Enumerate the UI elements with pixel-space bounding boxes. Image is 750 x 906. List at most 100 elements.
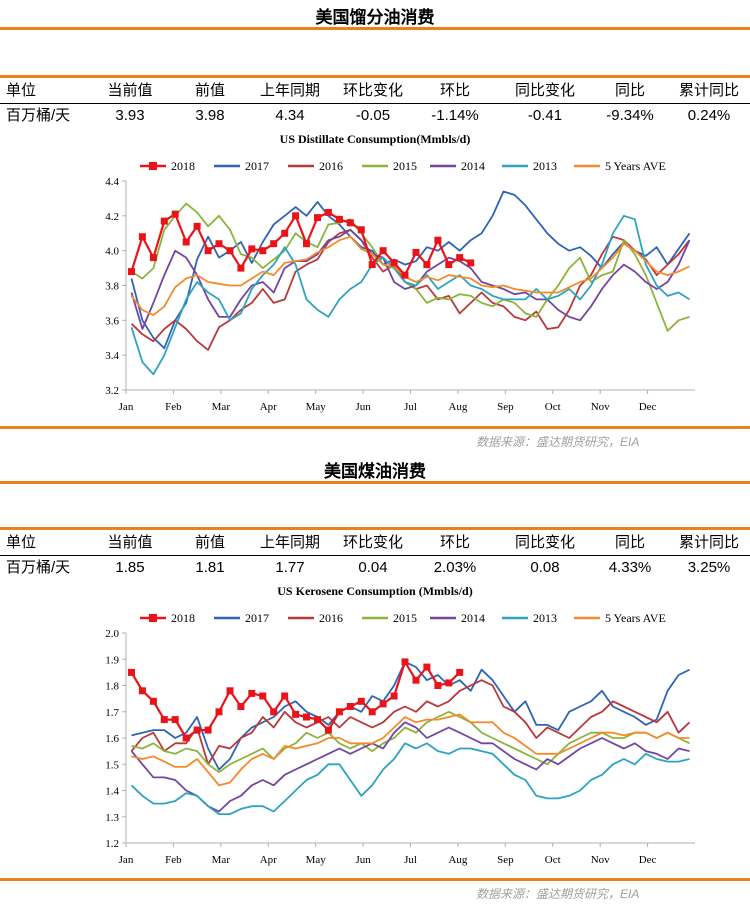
data-point xyxy=(160,716,168,724)
header-cell: 当前值 xyxy=(107,534,153,551)
x-tick-label: Oct xyxy=(545,401,561,413)
value-cell: -0.41 xyxy=(527,107,563,124)
value-cell: 3.98 xyxy=(195,107,225,124)
legend-entry: 2013 xyxy=(502,159,557,173)
series-line-5-years-ave xyxy=(131,713,690,787)
legend-label: 2014 xyxy=(461,611,485,625)
table-divider xyxy=(0,555,750,556)
data-point xyxy=(324,208,332,216)
y-tick-label: 1.9 xyxy=(105,654,119,666)
data-point xyxy=(128,668,135,676)
series-line-5-years-ave xyxy=(130,235,690,317)
header-cell: 环比变化 xyxy=(342,82,403,99)
data-point xyxy=(138,233,146,241)
header-cell: 环比 xyxy=(439,534,470,551)
legend-entry: 2015 xyxy=(362,159,417,173)
data-point xyxy=(149,697,157,705)
legend-entry: 2016 xyxy=(288,159,343,173)
header-cell: 同比 xyxy=(614,534,645,551)
data-point xyxy=(193,726,201,734)
legend-entry: 2014 xyxy=(430,611,485,625)
header-cell: 累计同比 xyxy=(678,534,739,551)
data-point xyxy=(445,261,453,269)
header-cell: 当前值 xyxy=(107,82,153,99)
data-point xyxy=(171,210,179,218)
legend-entry: 2018 xyxy=(140,611,195,625)
legend-label: 2016 xyxy=(319,159,343,173)
series-line-2016 xyxy=(130,679,691,766)
data-point xyxy=(368,708,376,716)
x-tick-label: Jan xyxy=(119,854,134,866)
header-cell: 前值 xyxy=(194,534,225,551)
legend-entry: 5 Years AVE xyxy=(574,159,666,173)
x-tick-label: Jun xyxy=(355,401,371,413)
legend-entry: 2017 xyxy=(214,611,269,625)
value-cell: 百万桶/天 xyxy=(6,559,71,576)
x-tick-label: Dec xyxy=(639,854,657,866)
legend-entry: 5 Years AVE xyxy=(574,611,666,625)
y-tick-label: 1.2 xyxy=(105,838,119,850)
data-point xyxy=(215,708,223,716)
header-cell: 上年同期 xyxy=(259,82,320,99)
divider xyxy=(0,27,750,30)
value-cell: 0.08 xyxy=(530,559,560,576)
data-point xyxy=(270,708,278,716)
x-tick-label: May xyxy=(306,401,327,413)
y-tick-label: 1.6 xyxy=(105,733,119,745)
legend-entry: 2014 xyxy=(430,159,485,173)
data-point xyxy=(314,716,321,724)
legend-label: 2016 xyxy=(319,611,343,625)
data-point xyxy=(226,687,234,695)
data-point xyxy=(401,658,409,666)
y-tick-label: 4.2 xyxy=(105,211,119,223)
x-tick-label: Feb xyxy=(165,401,182,413)
header-cell: 上年同期 xyxy=(259,534,320,551)
value-cell: -9.34% xyxy=(606,107,654,124)
data-point xyxy=(357,226,365,234)
data-point xyxy=(182,734,190,742)
header-cell: 单位 xyxy=(6,534,37,551)
x-tick-label: Nov xyxy=(591,401,610,413)
data-point xyxy=(248,689,256,697)
legend-entry: 2016 xyxy=(288,611,343,625)
data-point xyxy=(160,217,168,225)
value-cell: -0.05 xyxy=(355,107,391,124)
header-cell: 环比 xyxy=(439,82,470,99)
data-point xyxy=(281,692,289,700)
divider xyxy=(0,527,750,530)
data-point xyxy=(434,682,442,689)
header-cell: 累计同比 xyxy=(678,82,739,99)
x-tick-label: Aug xyxy=(448,401,467,413)
data-point xyxy=(259,247,267,255)
source-note: 数据来源：盛达期货研究，EIA xyxy=(476,887,640,901)
legend-label: 2015 xyxy=(393,611,417,625)
data-point xyxy=(423,663,431,671)
y-tick-label: 3.4 xyxy=(105,350,119,362)
kerosene-chart: US Kerosene Consumption (Mmbls/d) 2018 201… xyxy=(105,584,695,866)
x-tick-label: Oct xyxy=(545,854,561,866)
data-point xyxy=(412,248,420,256)
section-title: 美国煤油消费 xyxy=(324,462,426,481)
value-cell: 4.34 xyxy=(275,107,305,124)
value-cell: 3.93 xyxy=(115,107,145,124)
y-tick-label: 1.5 xyxy=(105,759,119,771)
series-line-2018 xyxy=(130,211,472,277)
table-divider xyxy=(0,103,750,104)
header-cell: 单位 xyxy=(6,82,37,99)
legend-label: 2017 xyxy=(245,611,269,625)
x-tick-label: Mar xyxy=(212,401,231,413)
x-tick-label: Apr xyxy=(260,401,277,413)
legend-entry: 2017 xyxy=(214,159,269,173)
data-point xyxy=(357,697,365,705)
value-cell: 2.03% xyxy=(433,559,477,576)
data-point xyxy=(379,247,387,255)
data-point xyxy=(303,713,310,721)
divider xyxy=(0,481,750,484)
data-point xyxy=(434,236,442,244)
series-line-2017 xyxy=(131,661,690,771)
divider xyxy=(0,426,750,429)
y-tick-label: 1.8 xyxy=(105,681,119,693)
data-point xyxy=(335,215,343,223)
data-point xyxy=(237,264,245,272)
y-tick-label: 1.4 xyxy=(105,786,119,798)
